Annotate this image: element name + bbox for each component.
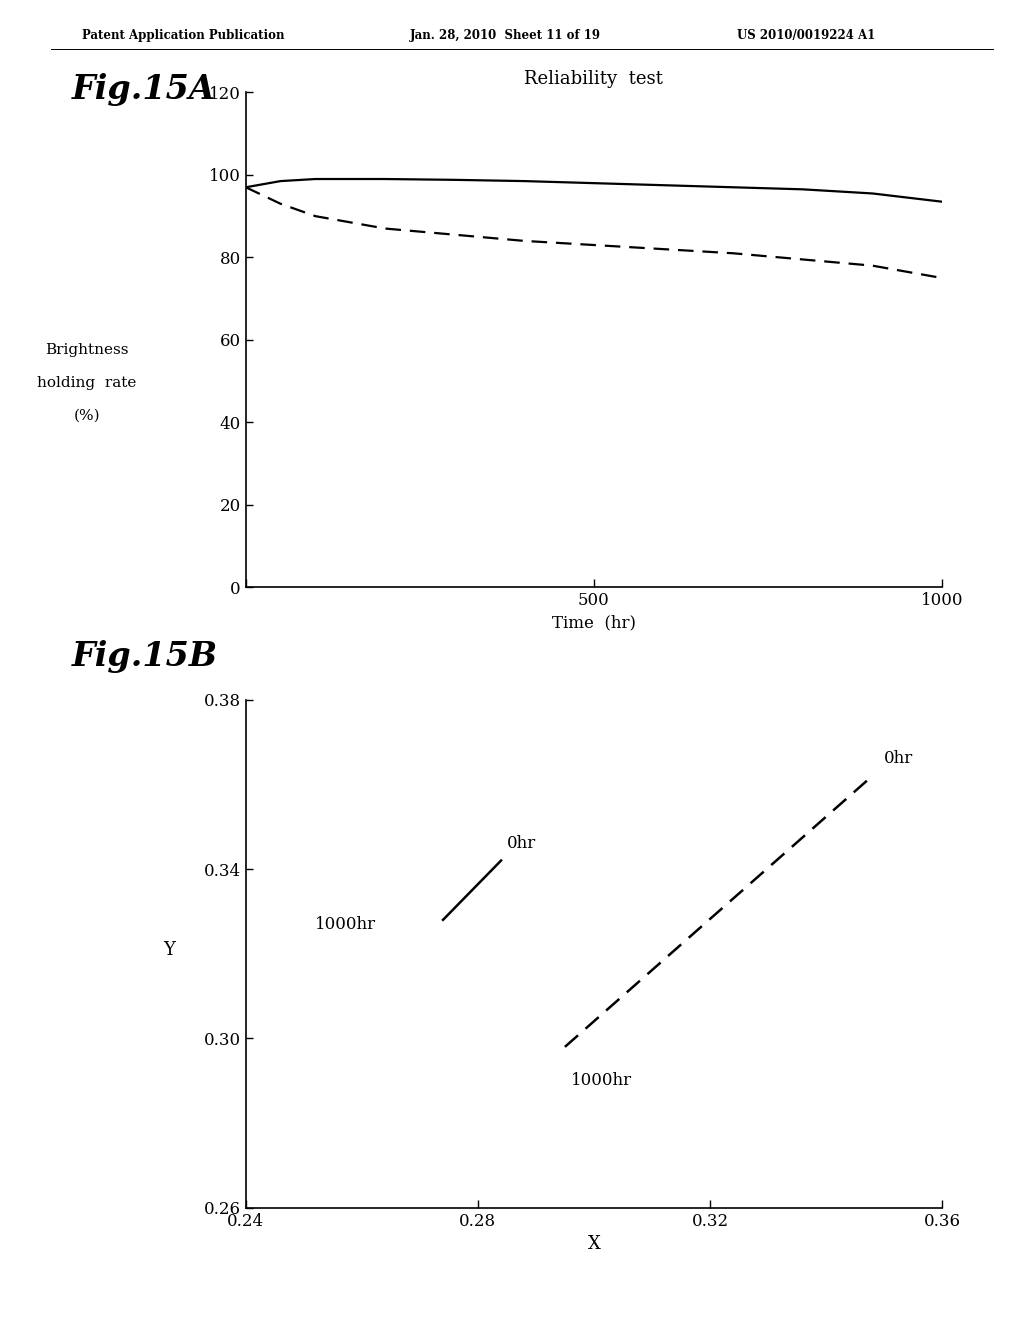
Text: (%): (%) [74,409,100,422]
X-axis label: Time  (hr): Time (hr) [552,615,636,632]
Title: Reliability  test: Reliability test [524,70,664,88]
Text: 0hr: 0hr [507,836,537,853]
Text: Jan. 28, 2010  Sheet 11 of 19: Jan. 28, 2010 Sheet 11 of 19 [410,29,601,42]
Text: Fig.15A: Fig.15A [72,73,215,106]
Text: holding  rate: holding rate [37,376,137,389]
X-axis label: X: X [588,1236,600,1253]
Text: Brightness: Brightness [45,343,129,356]
Text: Patent Application Publication: Patent Application Publication [82,29,285,42]
Text: Fig.15B: Fig.15B [72,640,218,673]
Text: Y: Y [163,941,175,960]
Text: 1000hr: 1000hr [315,916,377,933]
Text: 1000hr: 1000hr [570,1072,632,1089]
Text: 0hr: 0hr [884,750,913,767]
Text: US 2010/0019224 A1: US 2010/0019224 A1 [737,29,876,42]
